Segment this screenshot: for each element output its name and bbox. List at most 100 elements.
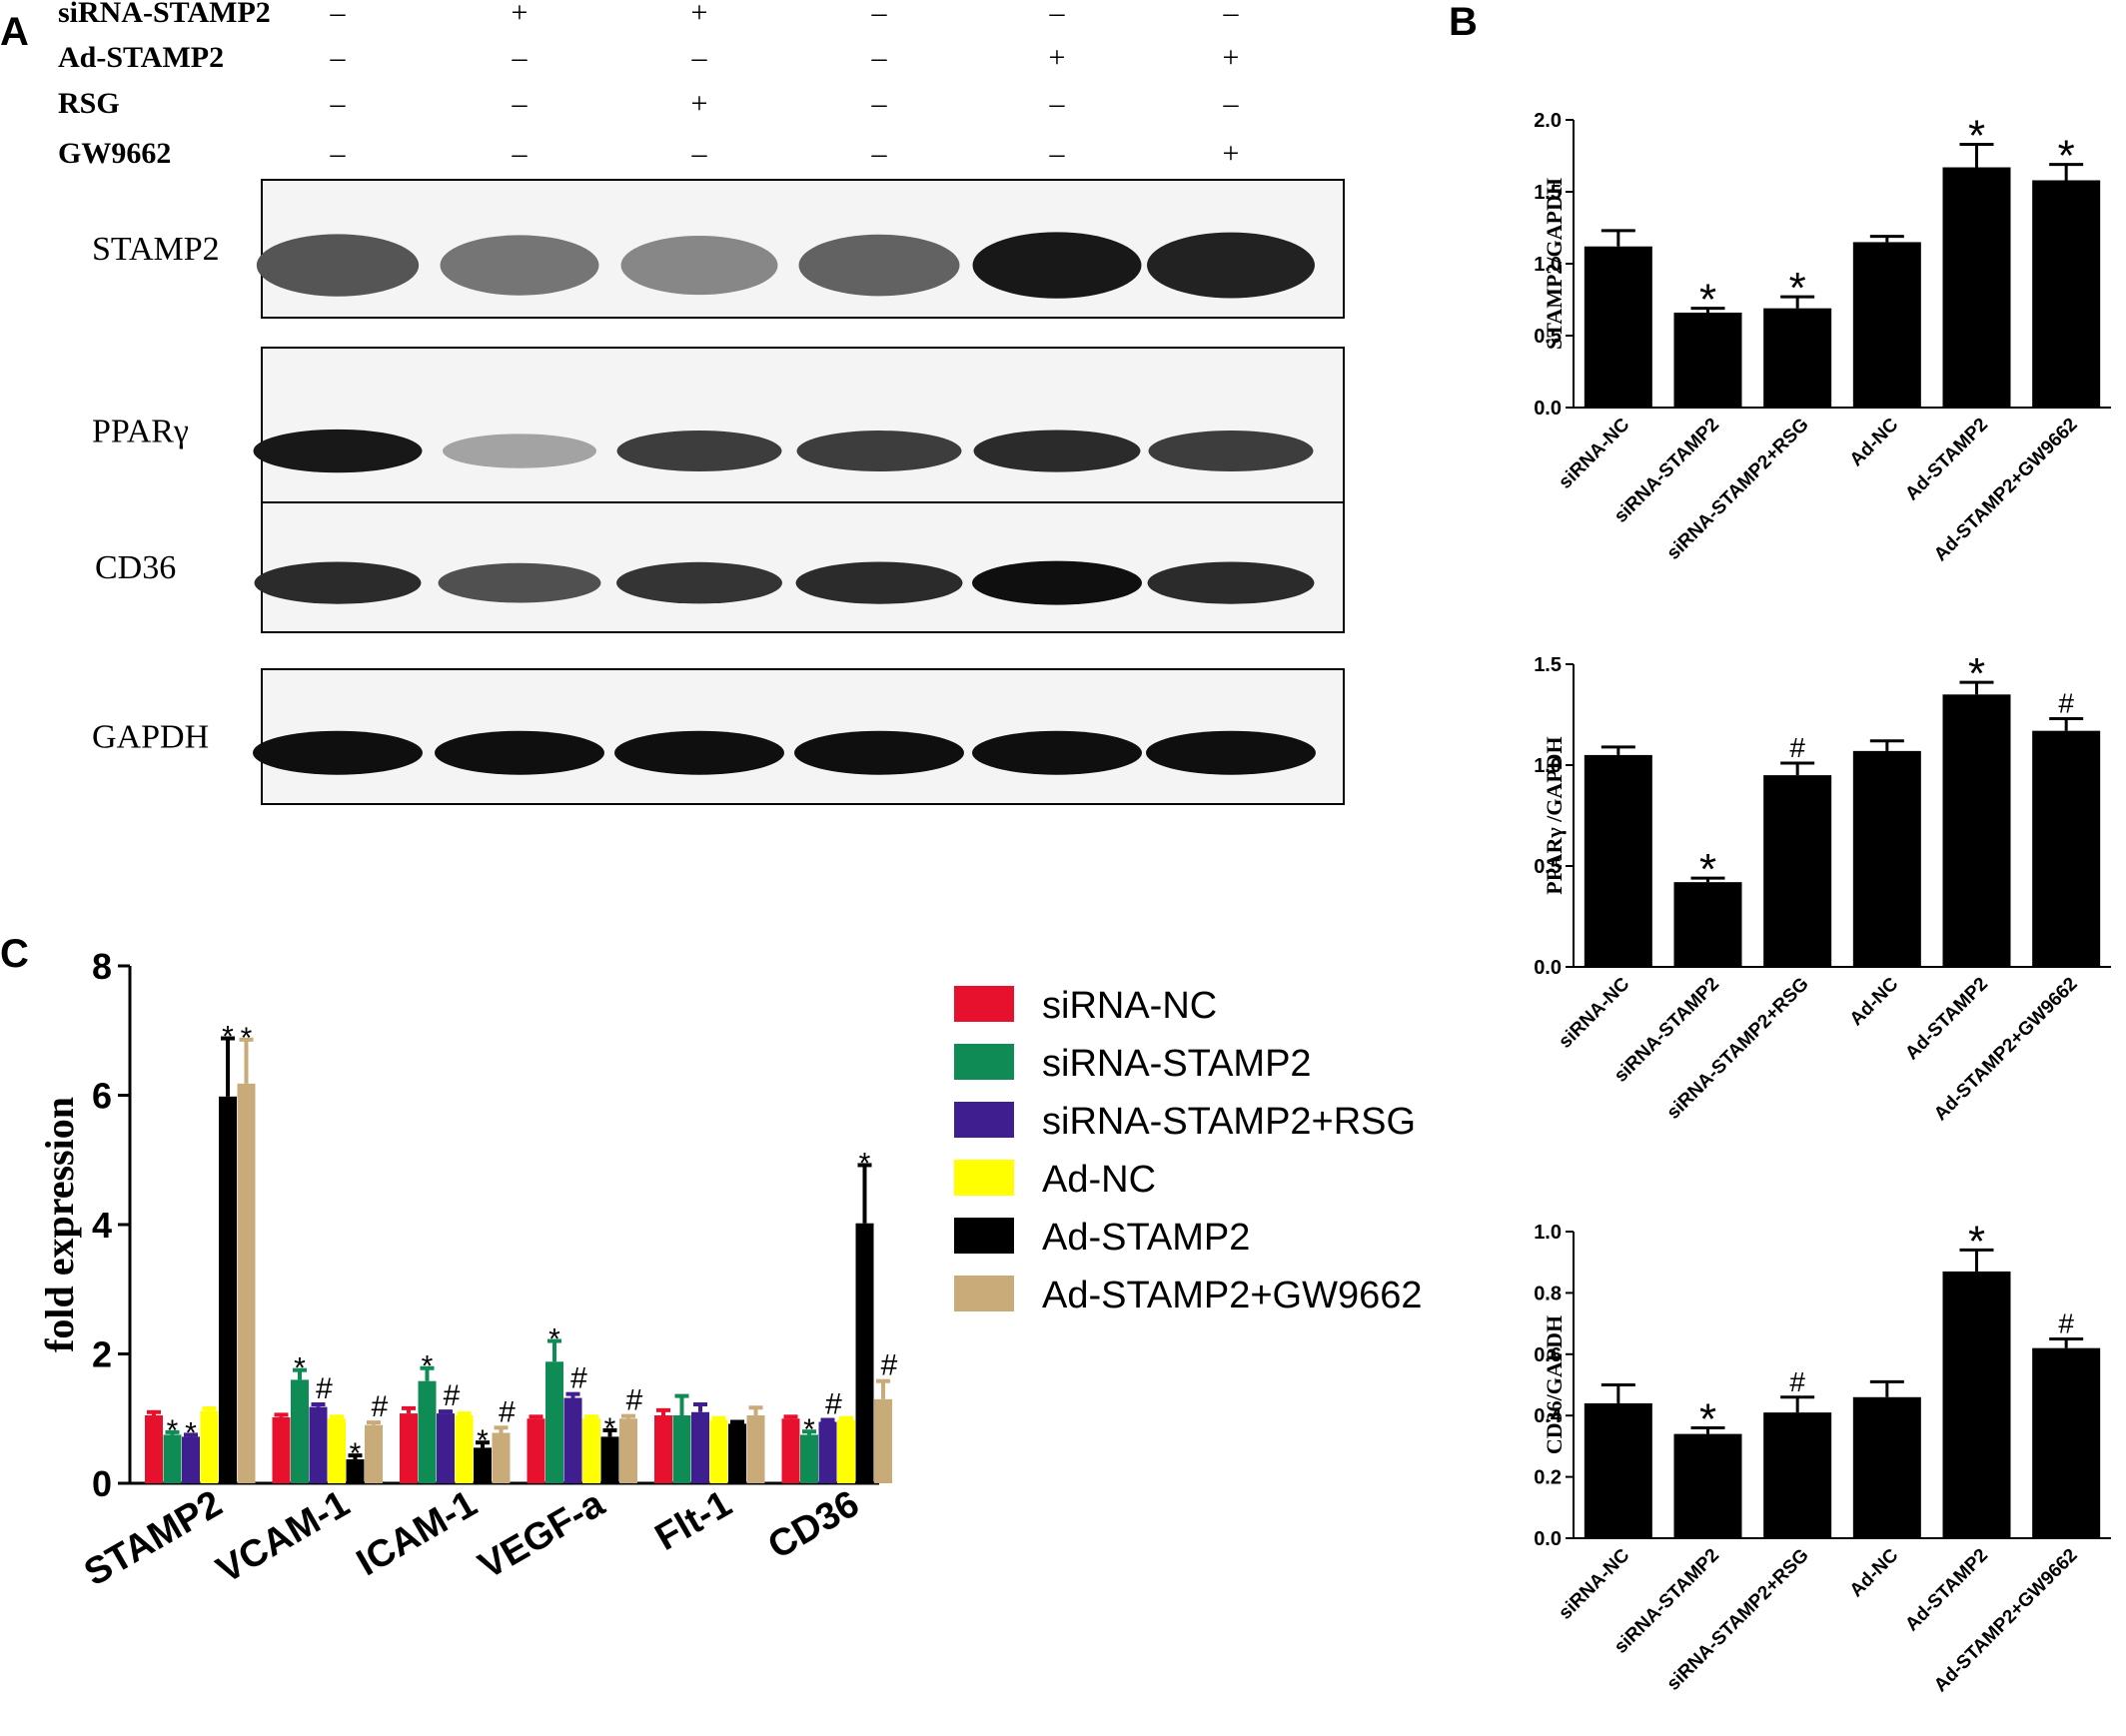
bar: [145, 1415, 163, 1483]
significance-mark: *: [477, 1424, 489, 1457]
blot-label: CD36: [95, 549, 176, 586]
bar: [818, 1421, 837, 1483]
bar: [527, 1418, 545, 1483]
panel-letter-a: A: [0, 10, 29, 54]
bar: [437, 1413, 455, 1483]
significance-mark: #: [499, 1395, 516, 1428]
blot-band: [443, 434, 596, 468]
bar: [474, 1447, 492, 1483]
treatment-sign: –: [1049, 137, 1066, 170]
blot-band: [1146, 730, 1316, 775]
treatment-sign: +: [1049, 41, 1066, 74]
blot-band: [972, 560, 1142, 605]
blot-label: STAMP2: [92, 231, 220, 268]
bar: [654, 1415, 672, 1483]
blot-frame: [261, 668, 1345, 805]
bar: [328, 1418, 346, 1483]
bar: [200, 1410, 219, 1483]
legend-swatch: [954, 1276, 1014, 1311]
blot-label: PPARγ: [92, 414, 189, 450]
western-blot-panel: siRNA-STAMP2 – + + – – – Ad-STAMP2 – – – – + + RSG – – + –…: [58, 0, 1345, 805]
bar: [1584, 754, 1652, 967]
blot-band: [616, 561, 782, 604]
treatment-sign: –: [330, 41, 347, 74]
x-tick-label: Ad-STAMP2: [1901, 1545, 1992, 1636]
significance-mark: #: [2058, 1307, 2074, 1338]
legend-swatch: [954, 1102, 1014, 1138]
blot-band: [614, 730, 784, 775]
bar: [672, 1415, 691, 1483]
y-tick-label: 8: [92, 946, 112, 987]
y-tick-label: 0.2: [1534, 1467, 1562, 1489]
y-tick-label: 0.8: [1534, 1283, 1562, 1304]
bar: [600, 1436, 619, 1483]
bar: [1852, 1396, 1921, 1538]
significance-mark: #: [372, 1390, 389, 1423]
bar: [728, 1423, 746, 1483]
bar: [1763, 775, 1832, 967]
bar: [2032, 1347, 2101, 1538]
bar: [563, 1397, 582, 1483]
x-tick-label: siRNA-NC: [1555, 973, 1633, 1052]
blot-band: [253, 429, 423, 473]
legend-swatch: [954, 1218, 1014, 1254]
y-tick-label: 6: [92, 1076, 112, 1117]
significance-mark: *: [859, 1147, 871, 1180]
treatment-sign: –: [330, 87, 347, 120]
significance-mark: *: [1699, 845, 1716, 894]
treatment-sign: +: [691, 0, 708, 29]
blot-band: [794, 730, 964, 775]
x-tick-label: Ad-NC: [1846, 973, 1903, 1030]
bar: [709, 1419, 728, 1483]
treatment-sign: –: [871, 41, 888, 74]
y-tick-label: 0.0: [1534, 398, 1562, 420]
treatment-sign: –: [1223, 0, 1240, 29]
bar: [746, 1415, 765, 1483]
bar: [1852, 750, 1921, 967]
blot-frame: [261, 501, 1345, 633]
blot-band: [256, 234, 420, 297]
blot-band: [620, 235, 778, 296]
x-tick-label: Ad-STAMP2: [1901, 415, 1992, 505]
y-tick-label: 0.5: [1534, 326, 1562, 348]
significance-mark: *: [1968, 649, 1985, 698]
significance-mark: #: [1789, 1366, 1805, 1397]
panel-letter-b: B: [1449, 0, 1478, 44]
y-tick-label: 1.5: [1534, 182, 1562, 204]
treatment-sign: –: [512, 87, 529, 120]
y-tick-label: 1.5: [1534, 654, 1562, 676]
y-tick-label: 0: [92, 1463, 112, 1504]
treatment-label: GW9662: [58, 137, 171, 170]
x-tick-label: Ad-NC: [1846, 414, 1903, 470]
treatment-sign: –: [1049, 0, 1066, 29]
treatment-label: Ad-STAMP2: [58, 41, 224, 74]
bar: [691, 1411, 709, 1483]
significance-mark: *: [604, 1412, 616, 1445]
treatment-sign: –: [871, 0, 888, 29]
x-tick-label: Ad-STAMP2+GW9662: [1930, 1545, 2082, 1697]
y-axis-label: fold expression: [37, 1097, 82, 1352]
blot-band: [435, 730, 604, 775]
legend-label: siRNA-STAMP2: [1042, 1043, 1312, 1085]
significance-mark: *: [350, 1437, 362, 1470]
treatment-sign: –: [871, 137, 888, 170]
bar: [237, 1083, 256, 1483]
bar: [1942, 694, 2011, 967]
x-tick-label: VCAM-1: [210, 1482, 357, 1591]
blot-band: [616, 431, 782, 472]
bar: [219, 1096, 237, 1483]
blot-band: [798, 234, 960, 297]
y-tick-label: 1.0: [1534, 755, 1562, 777]
blot-label: GAPDH: [92, 719, 209, 756]
bar: [365, 1424, 383, 1483]
significance-mark: *: [222, 1021, 234, 1054]
treatment-sign: +: [1223, 137, 1240, 170]
significance-mark: #: [626, 1384, 643, 1417]
bar: [1942, 1271, 2011, 1538]
x-tick-label: siRNA-NC: [1555, 414, 1633, 492]
y-tick-label: 4: [92, 1205, 112, 1246]
bar: [582, 1418, 600, 1483]
legend-label: Ad-STAMP2+GW9662: [1042, 1275, 1423, 1316]
significance-mark: *: [167, 1414, 179, 1447]
x-tick-label: Ad-STAMP2: [1901, 974, 1992, 1065]
